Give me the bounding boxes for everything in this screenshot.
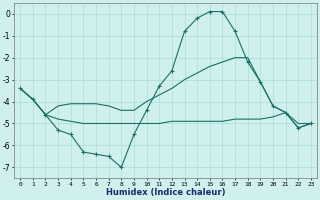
X-axis label: Humidex (Indice chaleur): Humidex (Indice chaleur) — [106, 188, 225, 197]
